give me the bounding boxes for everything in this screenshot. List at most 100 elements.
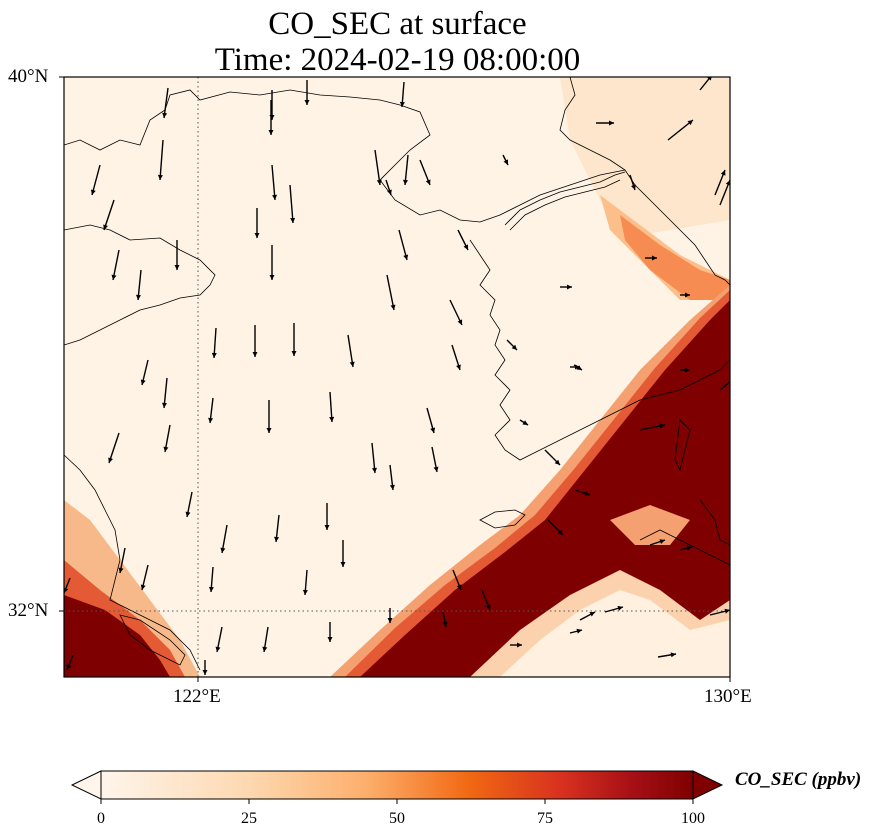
colorbar-tick: 50 [389,810,405,827]
wind-arrow-head [372,467,377,473]
wind-arrow-head [575,364,580,370]
wind-arrow-head [659,539,665,544]
wind-arrow [347,334,354,368]
wind-arrow-head [609,120,614,126]
wind-arrow-head [631,184,636,190]
wind-arrow-head [185,511,191,517]
wind-arrow-head [211,352,217,358]
lat-label-32: 32°N [8,600,49,621]
wind-arrow-head [652,255,657,261]
wind-arrow-head [522,420,528,425]
wind-arrow-head [485,604,491,610]
wind-arrow-head [425,179,431,185]
wind-arrow-head [340,562,346,567]
map-frame [63,76,731,678]
wind-arrow-head [66,664,72,670]
wind-arrow-head [685,292,690,298]
colorbar-tick: 25 [241,810,257,827]
wind-arrow-head [733,375,738,380]
wind-arrow-head [720,170,726,176]
wind-arrow-head [617,605,623,611]
wind-arrow [163,377,168,409]
wind-arrow-head [403,254,409,260]
wind-arrow [289,184,294,224]
wind-arrow-head [174,265,180,270]
lon-label-130: 130°E [704,686,752,707]
wind-arrow [719,380,730,391]
wind-arrow [108,432,120,464]
wind-arrow [374,149,381,186]
wind-arrow-head [390,304,396,310]
wind-arrow [91,164,101,196]
wind-arrow-head [376,179,382,185]
wind-arrow-head [215,646,221,652]
wind-arrow-head [399,101,405,107]
wind-arrow-head [202,670,208,675]
wind-arrow-head [64,587,69,593]
wind-arrow-head [304,100,310,105]
wind-arrow-head [433,466,439,472]
wind-arrow-head [262,646,268,652]
wind-arrow-head [511,344,517,350]
wind-arrow-head [687,120,693,126]
wind-arrow-head [302,589,308,595]
wind-arrow [112,249,120,281]
wind-arrow-head [162,112,168,118]
wind-arrow-head [567,284,572,290]
wind-arrow [271,164,276,201]
wind-arrow-head [517,642,522,648]
wind-arrow-head [268,130,274,135]
wind-arrow-head [254,233,260,238]
wind-arrow-head [208,417,214,423]
wind-arrow-head [686,545,692,551]
wind-arrow [137,269,142,301]
wind-arrow-head [136,294,141,300]
wind-arrow-head [220,547,226,553]
wind-arrow-head [291,351,297,356]
wind-arrow-head [724,608,730,614]
wind-arrow-head [90,189,96,195]
wind-arrow [213,327,217,359]
gridlines [64,77,730,677]
wind-arrow-head [503,159,508,165]
wind-arrow-head [387,189,392,195]
wind-arrow-head [457,319,463,325]
wind-arrow [329,391,333,423]
colorbar-tick: 0 [97,810,105,827]
wind-arrow-head [327,637,333,642]
wind-vectors [64,77,738,675]
wind-arrow-head [266,428,272,433]
wind-arrow-head [456,584,462,590]
wind-arrow-head [463,244,468,250]
wind-arrow-head [290,217,296,223]
wind-arrow-head [272,194,278,200]
wind-arrow-head [659,423,665,429]
wind-arrow-head [670,652,676,658]
wind-arrow-head [108,457,113,463]
coastlines [64,77,730,671]
colorbar-tick: 75 [537,810,553,827]
wind-arrow-head [324,525,330,530]
wind-arrow-head [329,416,335,422]
wind-arrow-head [118,567,124,573]
wind-arrow-head [208,586,214,592]
wind-arrow-head [387,618,393,623]
wind-arrow-head [403,179,408,185]
lat-label-40: 40°N [8,66,49,87]
lon-label-122: 122°E [173,686,221,707]
wind-arrow [404,154,409,186]
wind-arrow-head [269,275,275,280]
map-time: Time: 2024-02-19 08:00:00 [214,42,581,78]
wind-arrow-head [140,379,146,385]
wind-arrow-head [554,459,560,465]
wind-arrow [163,87,169,119]
wind-arrow [159,139,164,181]
wind-arrow-head [589,612,595,617]
wind-arrow-head [389,484,395,490]
colorbar [70,770,724,804]
wind-arrow-head [252,352,258,357]
wind-arrow-head [576,628,582,634]
wind-arrow [371,442,376,474]
wind-arrow-head [725,180,730,186]
axis-ticks [59,76,731,682]
